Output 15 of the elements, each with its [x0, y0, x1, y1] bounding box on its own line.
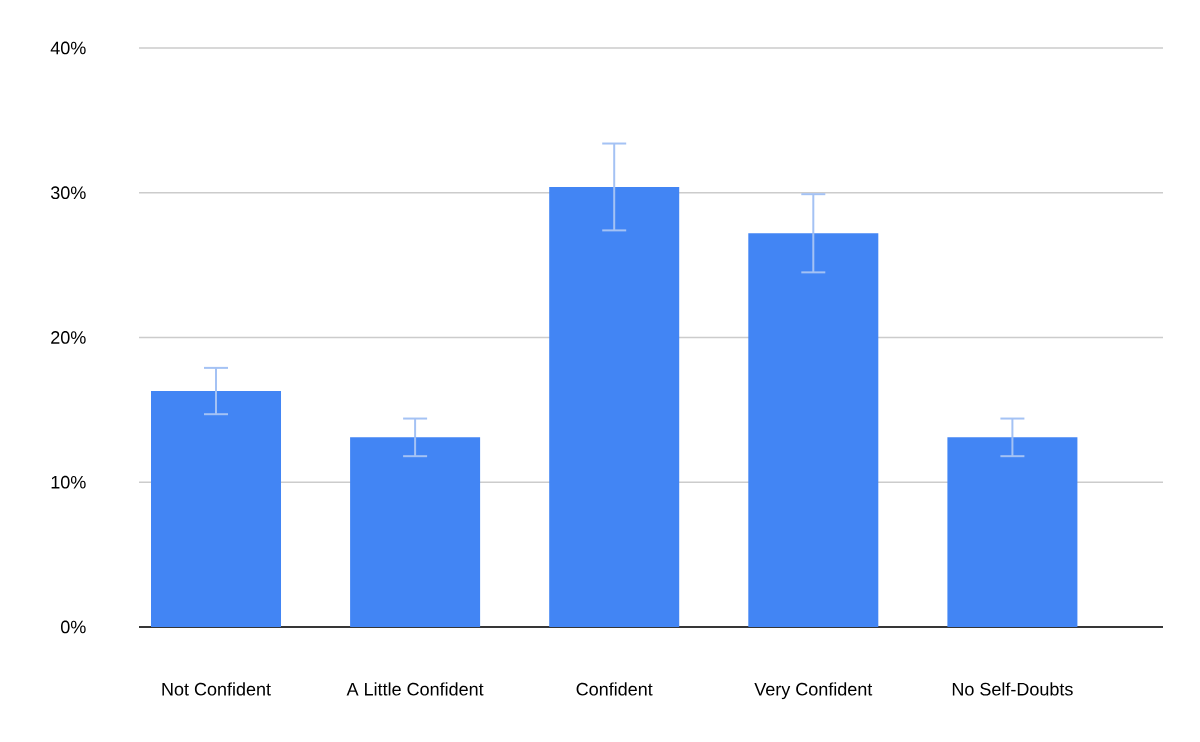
y-tick-label: 40% [50, 41, 86, 55]
x-tick-label: Very Confident [754, 682, 873, 700]
bar [350, 437, 481, 627]
y-tick-label: 0% [60, 620, 86, 634]
x-tick-label: Confident [576, 682, 653, 696]
y-tick-label: 20% [51, 331, 86, 344]
bar [151, 391, 282, 627]
bar [748, 233, 879, 627]
bar [549, 186, 680, 627]
x-tick-label: Not Confident [162, 682, 271, 696]
x-tick-label: A Little Confident [346, 682, 484, 696]
y-tick-label: 10% [51, 475, 86, 489]
y-tick-label: 30% [50, 186, 86, 200]
bar [947, 437, 1078, 627]
x-tick-label: No Self-Doubts [952, 682, 1073, 696]
